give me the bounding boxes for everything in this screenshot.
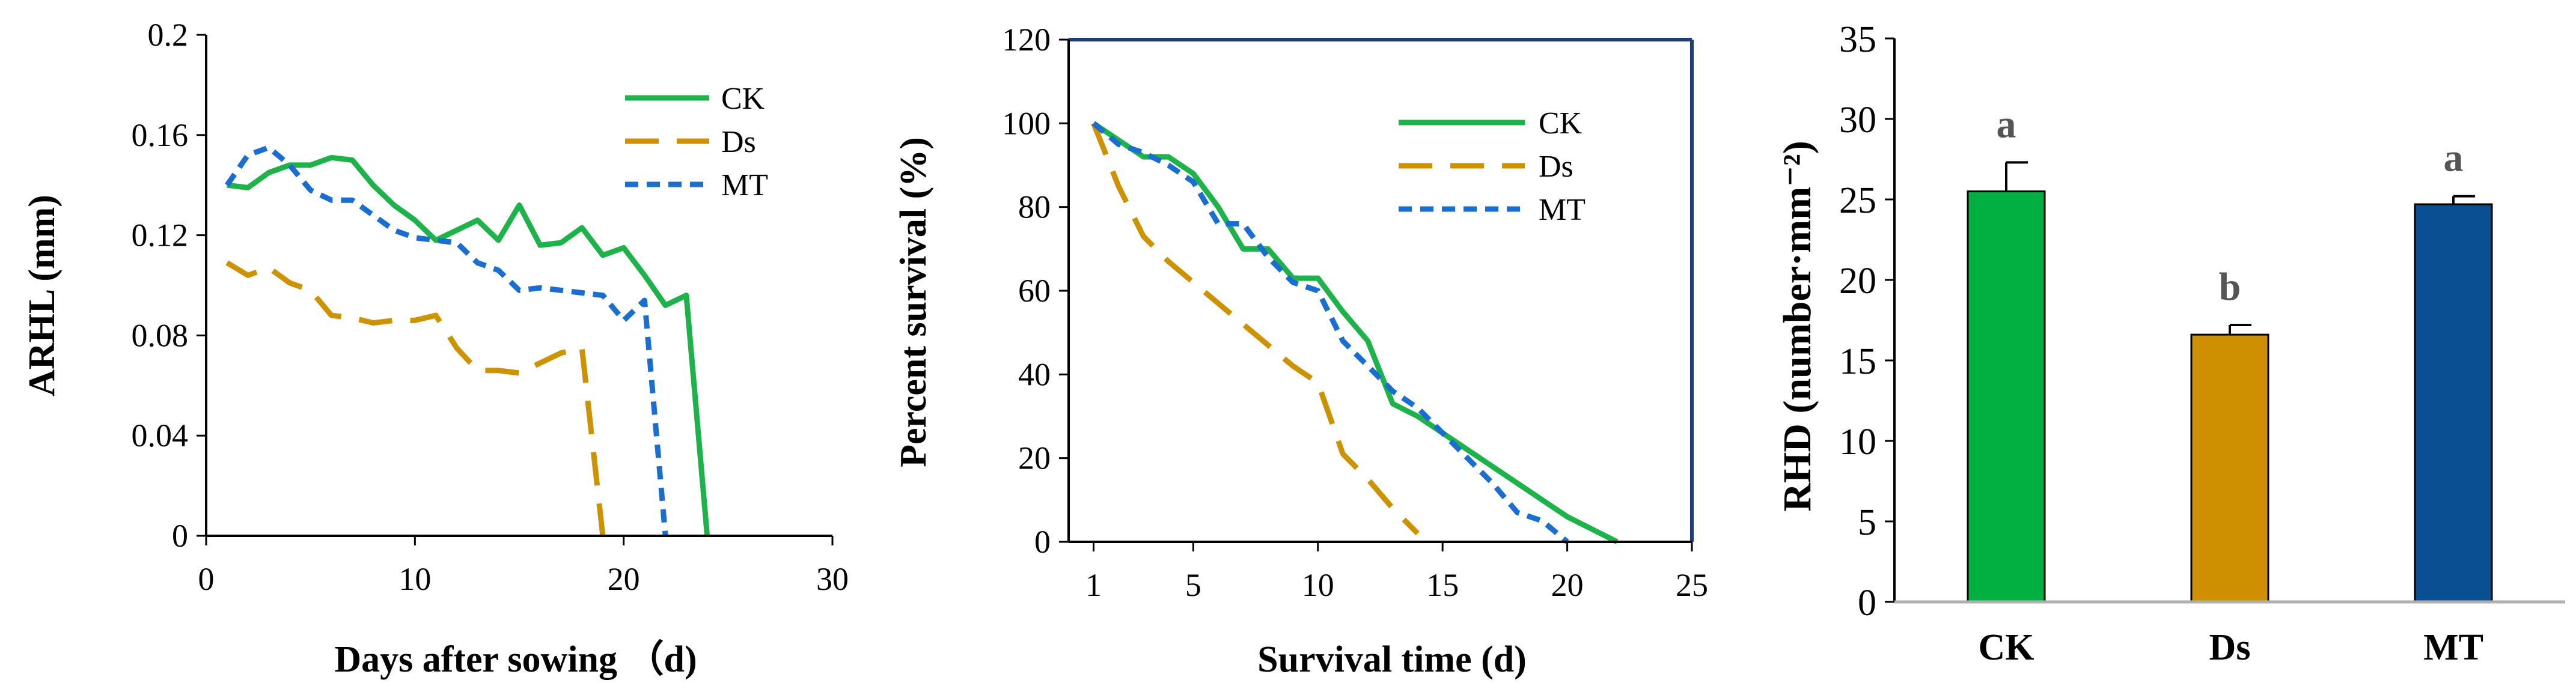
rhd-category-label-ds: Ds xyxy=(2209,627,2251,668)
rhd-significance-label-ds: b xyxy=(2219,265,2241,309)
arhl-x-tick-label: 20 xyxy=(608,561,640,597)
arhl-series-mt-line xyxy=(225,145,668,536)
rhd-significance-label-ck: a xyxy=(1997,102,2016,146)
rhd-chart: RHD (number·mm⁻²) 0 5 10 15 20 25 30 35 a CK b Ds a… xyxy=(1775,19,2565,668)
arhl-y-tick-label: 0.04 xyxy=(132,417,189,454)
rhd-category-label-mt: MT xyxy=(2423,627,2483,668)
survival-y-tick-label: 80 xyxy=(1018,189,1051,225)
survival-x-tick-label: 5 xyxy=(1185,567,1201,603)
survival-x-tick-label: 1 xyxy=(1085,567,1102,603)
arhl-x-tick-label: 10 xyxy=(398,561,431,597)
rhd-y-tick-label: 5 xyxy=(1858,502,1876,543)
arhl-x-tick-label: 30 xyxy=(816,561,849,597)
arhl-y-tick-label: 0.12 xyxy=(132,217,189,253)
rhd-bar-ck xyxy=(1967,190,2046,603)
arhl-legend-mt-label: MT xyxy=(721,168,768,202)
survival-series-mt-line xyxy=(1091,121,1569,544)
survival-x-tick-label: 20 xyxy=(1551,567,1584,603)
survival-legend-ds-label: Ds xyxy=(1539,150,1573,184)
arhl-y-tick-label: 0 xyxy=(172,518,188,554)
arhl-y-tick-label: 0.16 xyxy=(132,117,189,153)
arhl-legend-ds-label: Ds xyxy=(721,125,756,159)
rhd-significance-label-mt: a xyxy=(2444,136,2464,180)
arhl-y-tick-label: 0.2 xyxy=(148,17,189,53)
arhl-y-tick-label: 0.08 xyxy=(132,317,189,353)
survival-series-ds-line xyxy=(1091,122,1420,536)
arhl-legend-ck-label: CK xyxy=(721,82,765,116)
survival-y-tick-label: 0 xyxy=(1034,524,1051,560)
rhd-y-tick-label: 0 xyxy=(1858,583,1876,624)
rhd-bar-mt xyxy=(2414,203,2493,603)
rhd-y-tick-label: 15 xyxy=(1839,341,1876,382)
arhl-x-axis-title: Days after sowing （d) xyxy=(334,638,697,680)
arhl-y-axis-title: ARHL (mm) xyxy=(22,195,63,396)
survival-series-ck-line xyxy=(1091,121,1619,545)
arhl-series-ck-line xyxy=(227,154,710,536)
survival-y-tick-label: 60 xyxy=(1018,273,1051,309)
rhd-category-label-ck: CK xyxy=(1979,627,2034,668)
survival-x-tick-label: 25 xyxy=(1676,567,1708,603)
survival-legend-ck-label: CK xyxy=(1539,106,1583,141)
survival-y-tick-label: 40 xyxy=(1018,356,1051,392)
survival-legend-mt-label: MT xyxy=(1539,193,1586,227)
survival-x-axis-title: Survival time (d) xyxy=(1257,639,1527,680)
rhd-y-tick-label: 10 xyxy=(1839,422,1876,463)
rhd-y-tick-label: 25 xyxy=(1839,180,1876,221)
rhd-y-axis-title: RHD (number·mm⁻²) xyxy=(1775,141,1819,511)
survival-y-axis-title: Percent survival (%) xyxy=(893,137,934,467)
survival-x-tick-label: 10 xyxy=(1302,567,1334,603)
rhd-y-tick-label: 20 xyxy=(1839,261,1876,302)
survival-x-tick-label: 15 xyxy=(1426,567,1459,603)
survival-y-tick-label: 120 xyxy=(1002,22,1051,58)
rhd-y-tick-label: 30 xyxy=(1839,100,1876,141)
arhl-x-tick-label: 0 xyxy=(198,561,215,597)
survival-y-tick-label: 100 xyxy=(1002,105,1051,141)
survival-chart: Percent survival (%) Survival time (d) 0… xyxy=(893,22,1708,680)
rhd-bar-ds xyxy=(2190,333,2269,603)
survival-y-tick-label: 20 xyxy=(1018,440,1051,476)
rhd-y-tick-label: 35 xyxy=(1839,19,1876,60)
arhl-series-ds-line xyxy=(225,260,606,536)
arhl-chart: ARHL (mm) Days after sowing （d) 0 0.04 0.0… xyxy=(22,17,849,680)
